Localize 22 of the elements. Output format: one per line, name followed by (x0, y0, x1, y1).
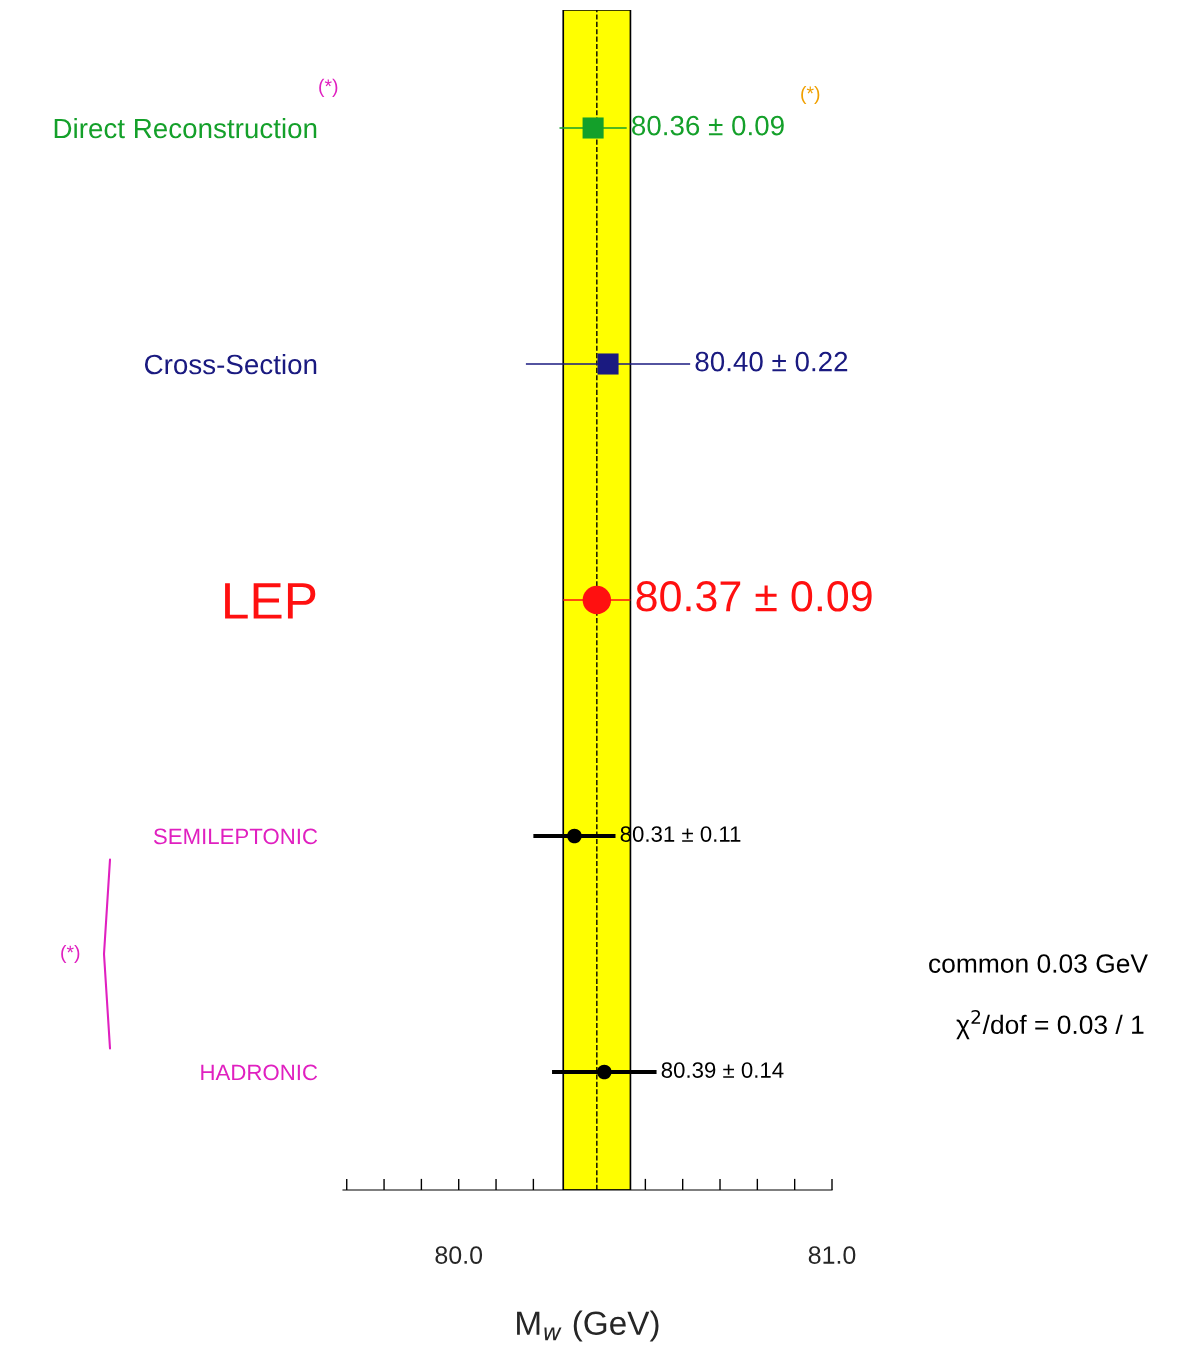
y-tick-label: SEMILEPTONIC (153, 828, 318, 845)
data-label: 80.37 ± 0.09 (636, 581, 872, 612)
data-label: 80.39 ± 0.14 (661, 1062, 784, 1078)
data-label: 80.36 ± 0.09 (632, 115, 784, 136)
point (582, 585, 612, 615)
x-tick-label: 80.0 (435, 1246, 483, 1264)
point (582, 117, 604, 139)
y-tick-label: LEP (225, 583, 316, 619)
text: (*) (319, 78, 338, 97)
y-tick-label: HADRONIC (201, 1064, 318, 1081)
y-tick-label: Direct Reconstruction (54, 117, 317, 139)
point (597, 353, 619, 375)
x-axis-title: M$_{w}$ (GeV) (517, 1310, 659, 1342)
text: (*) (61, 944, 80, 964)
y-tick-label: Cross-Section (144, 353, 317, 375)
data-label: 80.40 ± 0.22 (695, 351, 848, 372)
text: common 0.03 GeV (929, 954, 1148, 973)
text: χ$^{2}$/dof = 0.03 / 1 (956, 1010, 1144, 1040)
x-tick-label: 81.0 (808, 1246, 856, 1264)
point (597, 1064, 612, 1080)
point (567, 828, 582, 844)
annotation: (*) (801, 85, 820, 105)
